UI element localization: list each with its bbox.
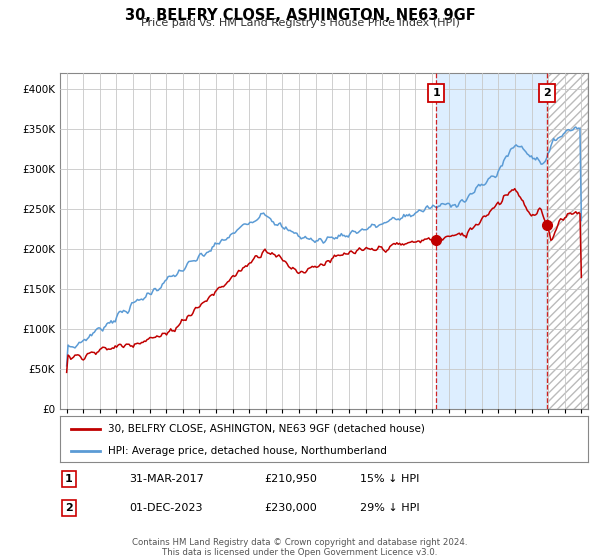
Text: 29% ↓ HPI: 29% ↓ HPI <box>360 503 419 513</box>
Text: 30, BELFRY CLOSE, ASHINGTON, NE63 9GF (detached house): 30, BELFRY CLOSE, ASHINGTON, NE63 9GF (d… <box>107 424 424 434</box>
Text: 1: 1 <box>432 88 440 98</box>
Bar <box>436 73 547 409</box>
Bar <box>547 73 588 409</box>
Text: 2: 2 <box>543 88 551 98</box>
Text: 31-MAR-2017: 31-MAR-2017 <box>129 474 204 484</box>
Text: HPI: Average price, detached house, Northumberland: HPI: Average price, detached house, Nort… <box>107 446 386 455</box>
Text: Price paid vs. HM Land Registry's House Price Index (HPI): Price paid vs. HM Land Registry's House … <box>140 18 460 29</box>
Text: £210,950: £210,950 <box>264 474 317 484</box>
Text: 30, BELFRY CLOSE, ASHINGTON, NE63 9GF: 30, BELFRY CLOSE, ASHINGTON, NE63 9GF <box>125 8 475 24</box>
Text: 2: 2 <box>65 503 73 513</box>
Text: 15% ↓ HPI: 15% ↓ HPI <box>360 474 419 484</box>
Text: Contains HM Land Registry data © Crown copyright and database right 2024.
This d: Contains HM Land Registry data © Crown c… <box>132 538 468 557</box>
Text: 1: 1 <box>65 474 73 484</box>
Text: 01-DEC-2023: 01-DEC-2023 <box>129 503 203 513</box>
Text: £230,000: £230,000 <box>264 503 317 513</box>
